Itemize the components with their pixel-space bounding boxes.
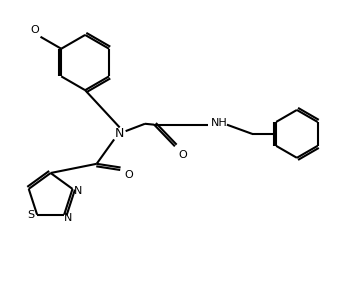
Text: O: O xyxy=(30,26,39,35)
Text: N: N xyxy=(64,213,72,223)
Text: N: N xyxy=(115,128,124,140)
Text: S: S xyxy=(27,210,34,220)
Text: N: N xyxy=(74,186,82,196)
Text: NH: NH xyxy=(211,118,228,128)
Text: O: O xyxy=(178,150,187,160)
Text: O: O xyxy=(124,170,133,180)
